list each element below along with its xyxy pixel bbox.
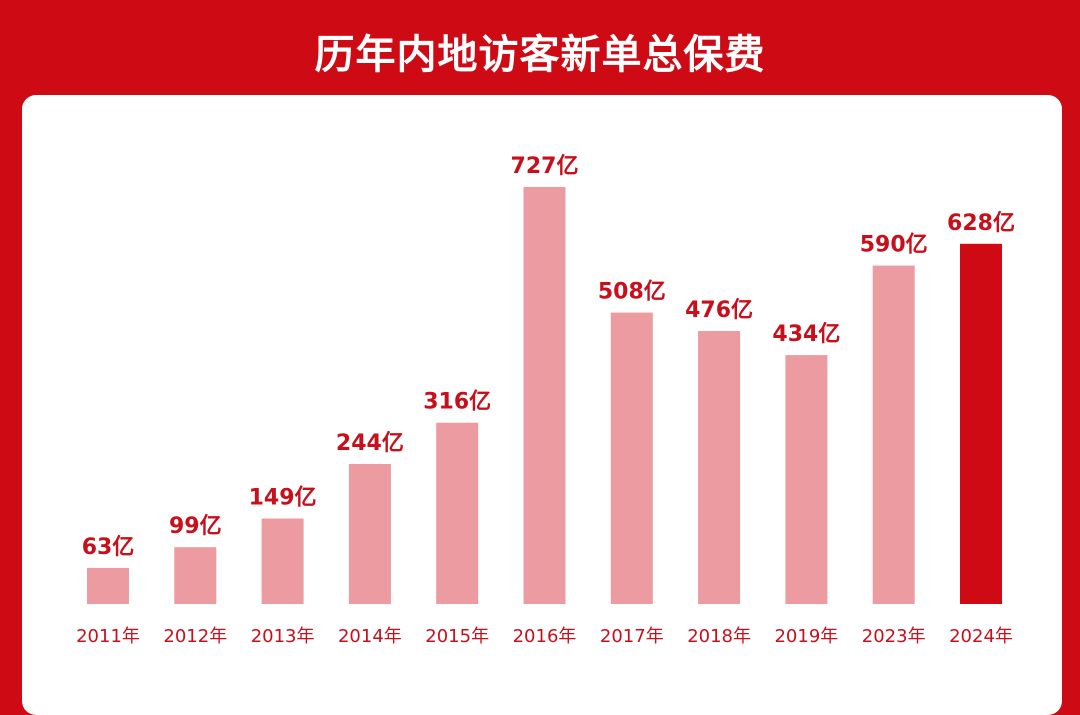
category-label: 2013年: [251, 626, 315, 647]
category-label: 2016年: [513, 626, 577, 647]
value-label: 99亿: [169, 514, 222, 539]
value-label: 63亿: [82, 535, 135, 560]
category-label: 2019年: [774, 626, 838, 647]
chart-title: 历年内地访客新单总保费: [314, 32, 766, 78]
value-label: 590亿: [860, 233, 928, 258]
bar-2013年: [261, 518, 304, 604]
bar-2011年: [87, 567, 129, 604]
value-label: 628亿: [947, 211, 1015, 236]
value-label: 316亿: [423, 390, 491, 415]
bar-2023年: [872, 265, 915, 604]
value-label: 244亿: [336, 431, 404, 456]
value-label: 434亿: [772, 322, 840, 347]
bar-2024年: [960, 243, 1002, 605]
bar-2019年: [785, 355, 828, 604]
category-label: 2011年: [76, 626, 140, 647]
category-label: 2015年: [425, 626, 489, 647]
bar-2017年: [610, 312, 653, 604]
category-label: 2023年: [862, 626, 926, 647]
bar-2016年: [523, 187, 566, 604]
bar-2015年: [436, 422, 479, 604]
value-label: 476亿: [685, 298, 753, 323]
value-label: 508亿: [598, 280, 666, 305]
category-label: 2018年: [687, 626, 751, 647]
category-label: 2017年: [600, 626, 664, 647]
bar-2018年: [698, 331, 741, 604]
bar-chart: 63亿 2011年 99亿 2012年 149亿 2013年 244亿 2014年 316亿 20…: [76, 154, 1015, 647]
value-label: 149亿: [249, 486, 317, 511]
bar-2012年: [174, 547, 217, 604]
bar-2014年: [348, 464, 391, 604]
category-label: 2024年: [949, 626, 1013, 647]
category-label: 2014年: [338, 626, 402, 647]
value-label: 727亿: [511, 154, 579, 179]
category-label: 2012年: [163, 626, 227, 647]
